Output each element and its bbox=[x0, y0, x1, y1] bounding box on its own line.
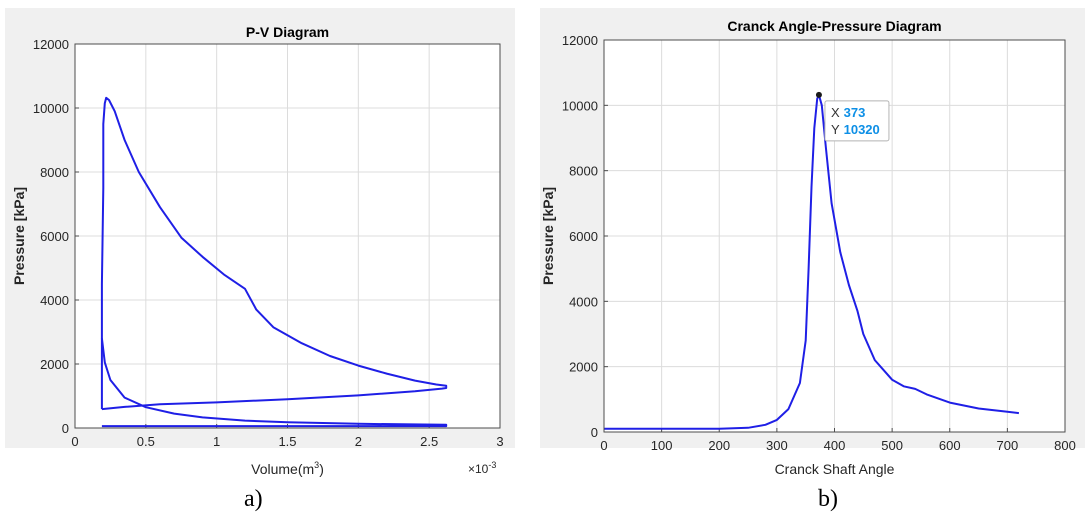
pv-x-tick-label: 2 bbox=[355, 434, 362, 449]
pv-y-tick-label: 6000 bbox=[40, 229, 69, 244]
pv-y-tick-label: 8000 bbox=[40, 165, 69, 180]
pv-x-axis-label-sup: 3 bbox=[314, 460, 319, 470]
pv-x-exponent-power: -3 bbox=[488, 460, 496, 470]
caption-left: a) bbox=[244, 486, 263, 512]
pv-x-exponent: ×10-3 bbox=[468, 460, 496, 476]
pv-x-tick-label: 0.5 bbox=[137, 434, 155, 449]
crank-x-tick-label: 800 bbox=[1054, 438, 1076, 453]
crank-y-tick-label: 6000 bbox=[569, 229, 598, 244]
datatip-box bbox=[824, 100, 890, 142]
pv-x-axis-label-tail: ) bbox=[319, 461, 324, 477]
crank-y-tick-label: 0 bbox=[591, 425, 598, 440]
pv-y-tick-label: 2000 bbox=[40, 357, 69, 372]
crank-y-tick-label: 2000 bbox=[569, 360, 598, 375]
pv-y-tick-label: 12000 bbox=[33, 37, 69, 52]
crank-x-tick-label: 200 bbox=[708, 438, 730, 453]
crank-angle-chart: Cranck Angle-Pressure Diagram 0 100 200 300… bbox=[540, 8, 1085, 477]
pv-y-tick-label: 10000 bbox=[33, 101, 69, 116]
crank-axes-box bbox=[603, 39, 1066, 433]
crank-y-tick-label: 8000 bbox=[569, 164, 598, 179]
crank-y-axis-label: Pressure [kPa] bbox=[540, 187, 556, 285]
crank-x-axis-label: Cranck Shaft Angle bbox=[775, 461, 895, 477]
pv-series-line-1 bbox=[100, 96, 448, 411]
pv-x-tick-label: 3 bbox=[496, 434, 503, 449]
pv-y-tick-label: 0 bbox=[62, 421, 69, 436]
crank-y-tick-label: 12000 bbox=[562, 33, 598, 48]
pv-x-tick-label: 2.5 bbox=[420, 434, 438, 449]
pv-x-axis-label: Volume(m3) bbox=[251, 460, 324, 477]
crank-chart-title: Cranck Angle-Pressure Diagram bbox=[727, 18, 941, 34]
pv-y-tick-label: 4000 bbox=[40, 293, 69, 308]
pv-series-line-2 bbox=[100, 338, 448, 428]
datatip-x-value: 373 bbox=[844, 105, 866, 120]
crank-x-tick-label: 0 bbox=[600, 438, 607, 453]
caption-right: b) bbox=[818, 486, 838, 512]
crank-x-tick-label: 500 bbox=[881, 438, 903, 453]
crank-x-tick-label: 300 bbox=[766, 438, 788, 453]
crank-y-tick-label: 10000 bbox=[562, 98, 598, 113]
pv-x-tick-label: 1.5 bbox=[278, 434, 296, 449]
pv-axes-box bbox=[74, 43, 501, 429]
crank-y-tick-label: 4000 bbox=[569, 294, 598, 309]
datatip-y-value: 10320 bbox=[844, 122, 880, 137]
crank-x-tick-label: 700 bbox=[997, 438, 1019, 453]
datatip-marker[interactable] bbox=[815, 91, 822, 98]
datatip[interactable]: X 373 Y 10320 bbox=[815, 91, 890, 142]
crank-x-tick-label: 600 bbox=[939, 438, 961, 453]
pv-x-tick-label: 1 bbox=[213, 434, 220, 449]
pv-chart: P-V Diagram 0 0.5 1 1.5 2 2.5 3 0 2000 4000 6000 80… bbox=[5, 8, 515, 477]
datatip-x-row: X 373 bbox=[831, 105, 865, 120]
crank-x-tick-label: 100 bbox=[651, 438, 673, 453]
datatip-y-row: Y 10320 bbox=[831, 122, 880, 137]
pv-chart-title: P-V Diagram bbox=[246, 24, 329, 40]
pv-x-tick-label: 0 bbox=[71, 434, 78, 449]
pv-y-axis-label: Pressure [kPa] bbox=[11, 187, 27, 285]
crank-x-tick-label: 400 bbox=[824, 438, 846, 453]
crank-series-line-1 bbox=[604, 93, 1020, 430]
